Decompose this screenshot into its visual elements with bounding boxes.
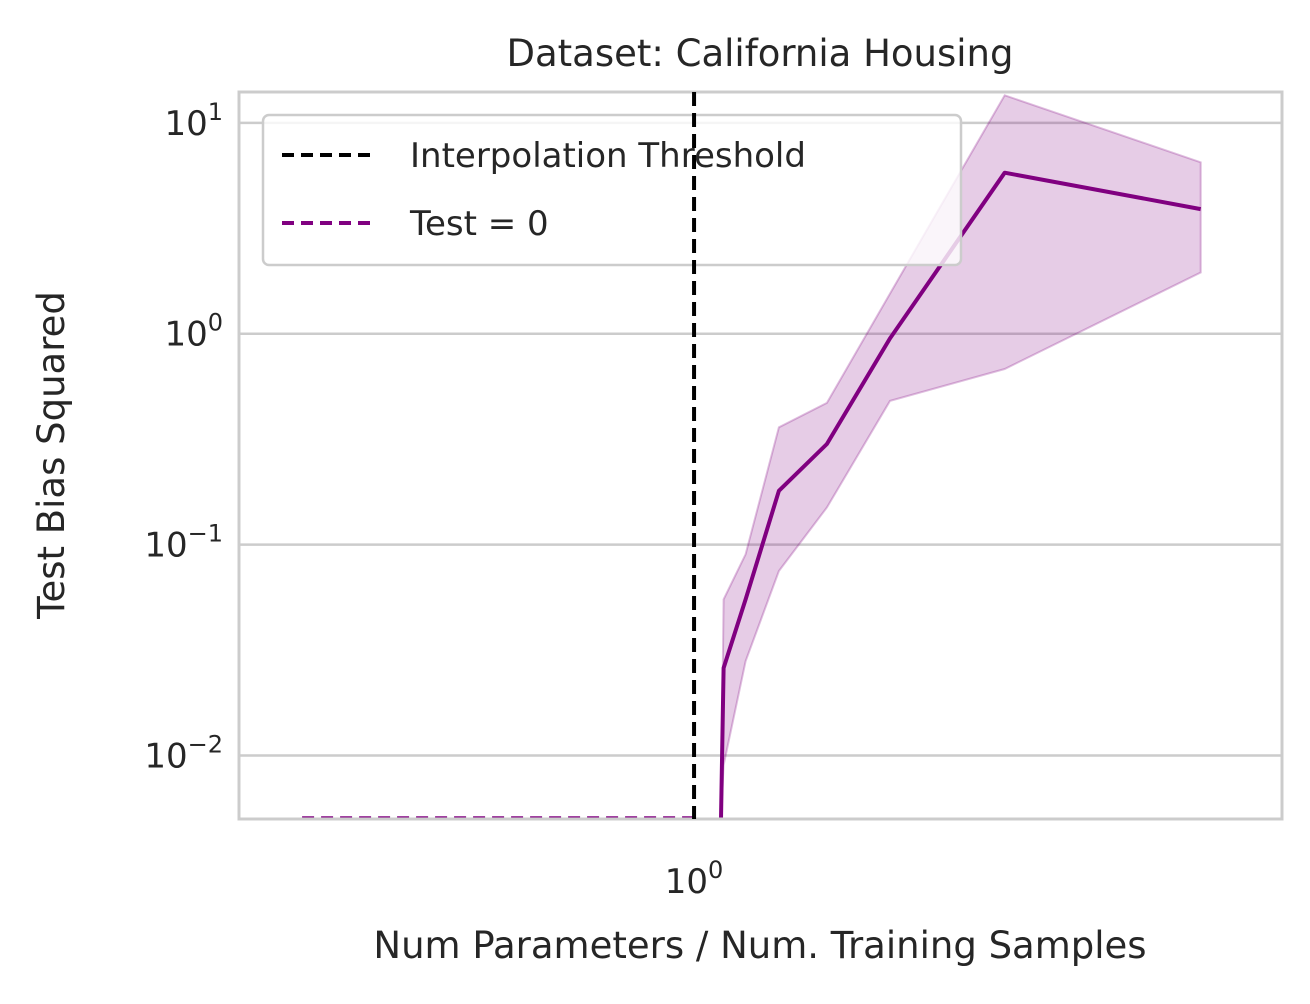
x-tick-label: 100 (665, 856, 724, 902)
y-tick-exponent: 0 (208, 309, 223, 337)
legend-label: Interpolation Threshold (410, 136, 806, 176)
y-tick-label: 100 (164, 309, 223, 355)
legend-label: Test = 0 (409, 204, 549, 244)
y-tick-exponent: −1 (188, 520, 223, 548)
plot-frame (237, 90, 1284, 821)
x-tick-base: 10 (665, 862, 708, 902)
x-axis-label: Num Parameters / Num. Training Samples (373, 924, 1146, 967)
legend-box (261, 113, 963, 267)
y-tick-exponent: 1 (208, 98, 223, 126)
y-tick-label: 101 (164, 98, 223, 144)
series-line (719, 170, 1202, 819)
y-tick-base: 10 (144, 526, 187, 566)
y-tick-base: 10 (164, 315, 207, 355)
y-axis-label: Test Bias Squared (30, 291, 73, 620)
plot-data-layer (719, 94, 1202, 819)
y-tick-label: 10−2 (144, 731, 223, 777)
y-tick-base: 10 (164, 104, 207, 144)
y-tick-exponent: −2 (188, 731, 223, 759)
y-tick-base: 10 (144, 737, 187, 777)
chart-title: Dataset: California Housing (507, 32, 1014, 75)
series-confidence-band (720, 94, 1202, 819)
y-tick-label: 10−1 (144, 520, 223, 566)
x-tick-exponent: 0 (708, 856, 723, 884)
